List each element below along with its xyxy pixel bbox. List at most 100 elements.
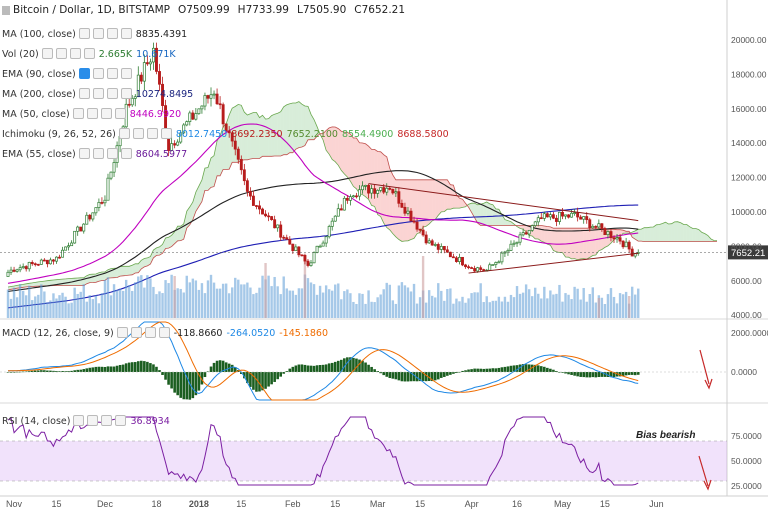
candle-body bbox=[439, 246, 443, 250]
eye-icon[interactable] bbox=[72, 108, 84, 119]
close-icon[interactable] bbox=[146, 128, 158, 139]
more-icon[interactable] bbox=[83, 48, 95, 59]
eye-icon[interactable] bbox=[78, 68, 90, 79]
close-icon[interactable] bbox=[106, 28, 118, 39]
macd-histogram-bar bbox=[161, 372, 164, 375]
more-icon[interactable] bbox=[120, 88, 132, 99]
macd-histogram-bar bbox=[73, 370, 76, 372]
more-icon[interactable] bbox=[160, 128, 172, 139]
macd-histogram-bar bbox=[521, 364, 525, 372]
settings-icon[interactable] bbox=[86, 108, 98, 119]
volume-bar bbox=[176, 288, 179, 318]
settings-icon[interactable] bbox=[92, 148, 104, 159]
time-axis-tick-label: 16 bbox=[512, 499, 522, 509]
settings-icon[interactable] bbox=[92, 88, 104, 99]
macd-histogram-bar bbox=[261, 372, 264, 391]
ichimoku-cloud-segment bbox=[329, 126, 333, 160]
ichimoku-cloud-segment bbox=[359, 142, 363, 195]
close-icon[interactable] bbox=[106, 68, 118, 79]
close-icon[interactable] bbox=[144, 327, 156, 338]
settings-icon[interactable] bbox=[87, 415, 99, 426]
macd-histogram-bar bbox=[243, 372, 246, 379]
settings-icon[interactable] bbox=[130, 327, 142, 338]
ichimoku-cloud-segment bbox=[435, 179, 439, 220]
indicator-legend[interactable]: Vol (20) 2.665K 10.671K bbox=[2, 47, 176, 62]
last-price-label: 7652.21 bbox=[731, 248, 765, 259]
more-icon[interactable] bbox=[120, 68, 132, 79]
volume-bar bbox=[300, 288, 304, 318]
close-icon[interactable] bbox=[69, 48, 81, 59]
macd-histogram-bar bbox=[373, 369, 376, 372]
ichimoku-cloud-segment bbox=[65, 278, 69, 286]
indicator-legend[interactable]: EMA (90, close) bbox=[2, 67, 132, 82]
ichimoku-cloud-segment bbox=[268, 115, 272, 157]
volume-bar bbox=[243, 284, 246, 318]
ichimoku-cloud-segment bbox=[486, 202, 490, 226]
close-icon[interactable] bbox=[106, 88, 118, 99]
indicator-legend[interactable]: MA (50, close) 8446.9920 bbox=[2, 107, 181, 122]
macd-histogram-bar bbox=[49, 370, 52, 372]
volume-bar bbox=[355, 303, 358, 318]
eye-icon[interactable] bbox=[41, 48, 53, 59]
eye-icon[interactable] bbox=[78, 148, 90, 159]
ichimoku-cloud-segment bbox=[153, 247, 157, 258]
volume-bar bbox=[376, 297, 379, 318]
ichimoku-cloud-segment bbox=[647, 227, 651, 242]
macd-histogram-bar bbox=[79, 369, 83, 372]
candle-body bbox=[218, 103, 222, 106]
indicator-legend[interactable]: RSI (14, close) 36.8934 bbox=[2, 414, 170, 429]
macd-histogram-bar bbox=[464, 370, 467, 372]
settings-icon[interactable] bbox=[55, 48, 67, 59]
volume-bar bbox=[164, 280, 167, 318]
close-icon[interactable] bbox=[100, 108, 112, 119]
indicator-legend[interactable]: MACD (12, 26, close, 9) -118.8660 -264.052… bbox=[2, 326, 328, 341]
more-icon[interactable] bbox=[115, 415, 127, 426]
eye-icon[interactable] bbox=[118, 128, 130, 139]
candle-body bbox=[130, 98, 134, 106]
close-icon[interactable] bbox=[101, 415, 113, 426]
candle-body bbox=[33, 263, 37, 266]
price-axis-tick-label: 12000.00 bbox=[731, 173, 767, 183]
eye-icon[interactable] bbox=[78, 28, 90, 39]
ichimoku-cloud-segment bbox=[580, 228, 584, 259]
settings-icon[interactable] bbox=[132, 128, 144, 139]
indicator-value: 8604.5977 bbox=[135, 149, 188, 160]
time-axis-tick-label: 15 bbox=[415, 499, 425, 509]
indicator-legend[interactable]: MA (100, close) 8835.4391 bbox=[2, 27, 187, 42]
more-icon[interactable] bbox=[120, 28, 132, 39]
lower-trendline bbox=[468, 252, 639, 274]
candle-body bbox=[309, 262, 313, 266]
macd-histogram-bar bbox=[536, 365, 540, 372]
more-icon[interactable] bbox=[158, 327, 170, 338]
settings-icon[interactable] bbox=[92, 28, 104, 39]
ichimoku-cloud-segment bbox=[420, 179, 424, 233]
eye-icon[interactable] bbox=[116, 327, 128, 338]
rsi-line bbox=[7, 416, 639, 486]
macd-histogram-bar bbox=[200, 372, 204, 385]
candle-body bbox=[188, 112, 192, 122]
macd-histogram-bar bbox=[167, 372, 170, 385]
indicator-legend[interactable]: MA (200, close) 10274.8495 bbox=[2, 87, 193, 102]
volume-bar bbox=[109, 295, 113, 318]
ichimoku-cloud-segment bbox=[89, 274, 93, 283]
eye-icon[interactable] bbox=[73, 415, 85, 426]
eye-icon[interactable] bbox=[78, 88, 90, 99]
macd-histogram-bar bbox=[467, 369, 470, 372]
macd-histogram-bar bbox=[543, 366, 546, 372]
candle-body bbox=[145, 62, 149, 65]
settings-icon[interactable] bbox=[92, 68, 104, 79]
close-icon[interactable] bbox=[106, 148, 118, 159]
more-icon[interactable] bbox=[114, 108, 126, 119]
price-axis-tick-label: 10000.00 bbox=[731, 207, 767, 217]
volume-bar bbox=[221, 283, 225, 318]
volume-bar bbox=[261, 275, 264, 318]
indicator-name: EMA (55, close) bbox=[2, 149, 76, 160]
candle-body bbox=[588, 219, 592, 229]
more-icon[interactable] bbox=[120, 148, 132, 159]
indicator-legend[interactable]: EMA (55, close) 8604.5977 bbox=[2, 147, 187, 162]
ichimoku-cloud-segment bbox=[368, 146, 372, 206]
indicator-value: 7652.2100 bbox=[286, 129, 338, 140]
candle-body bbox=[491, 264, 495, 266]
candle-body bbox=[91, 212, 95, 220]
indicator-legend[interactable]: Ichimoku (9, 26, 52, 26) 8012.7450 8692.23… bbox=[2, 127, 449, 142]
